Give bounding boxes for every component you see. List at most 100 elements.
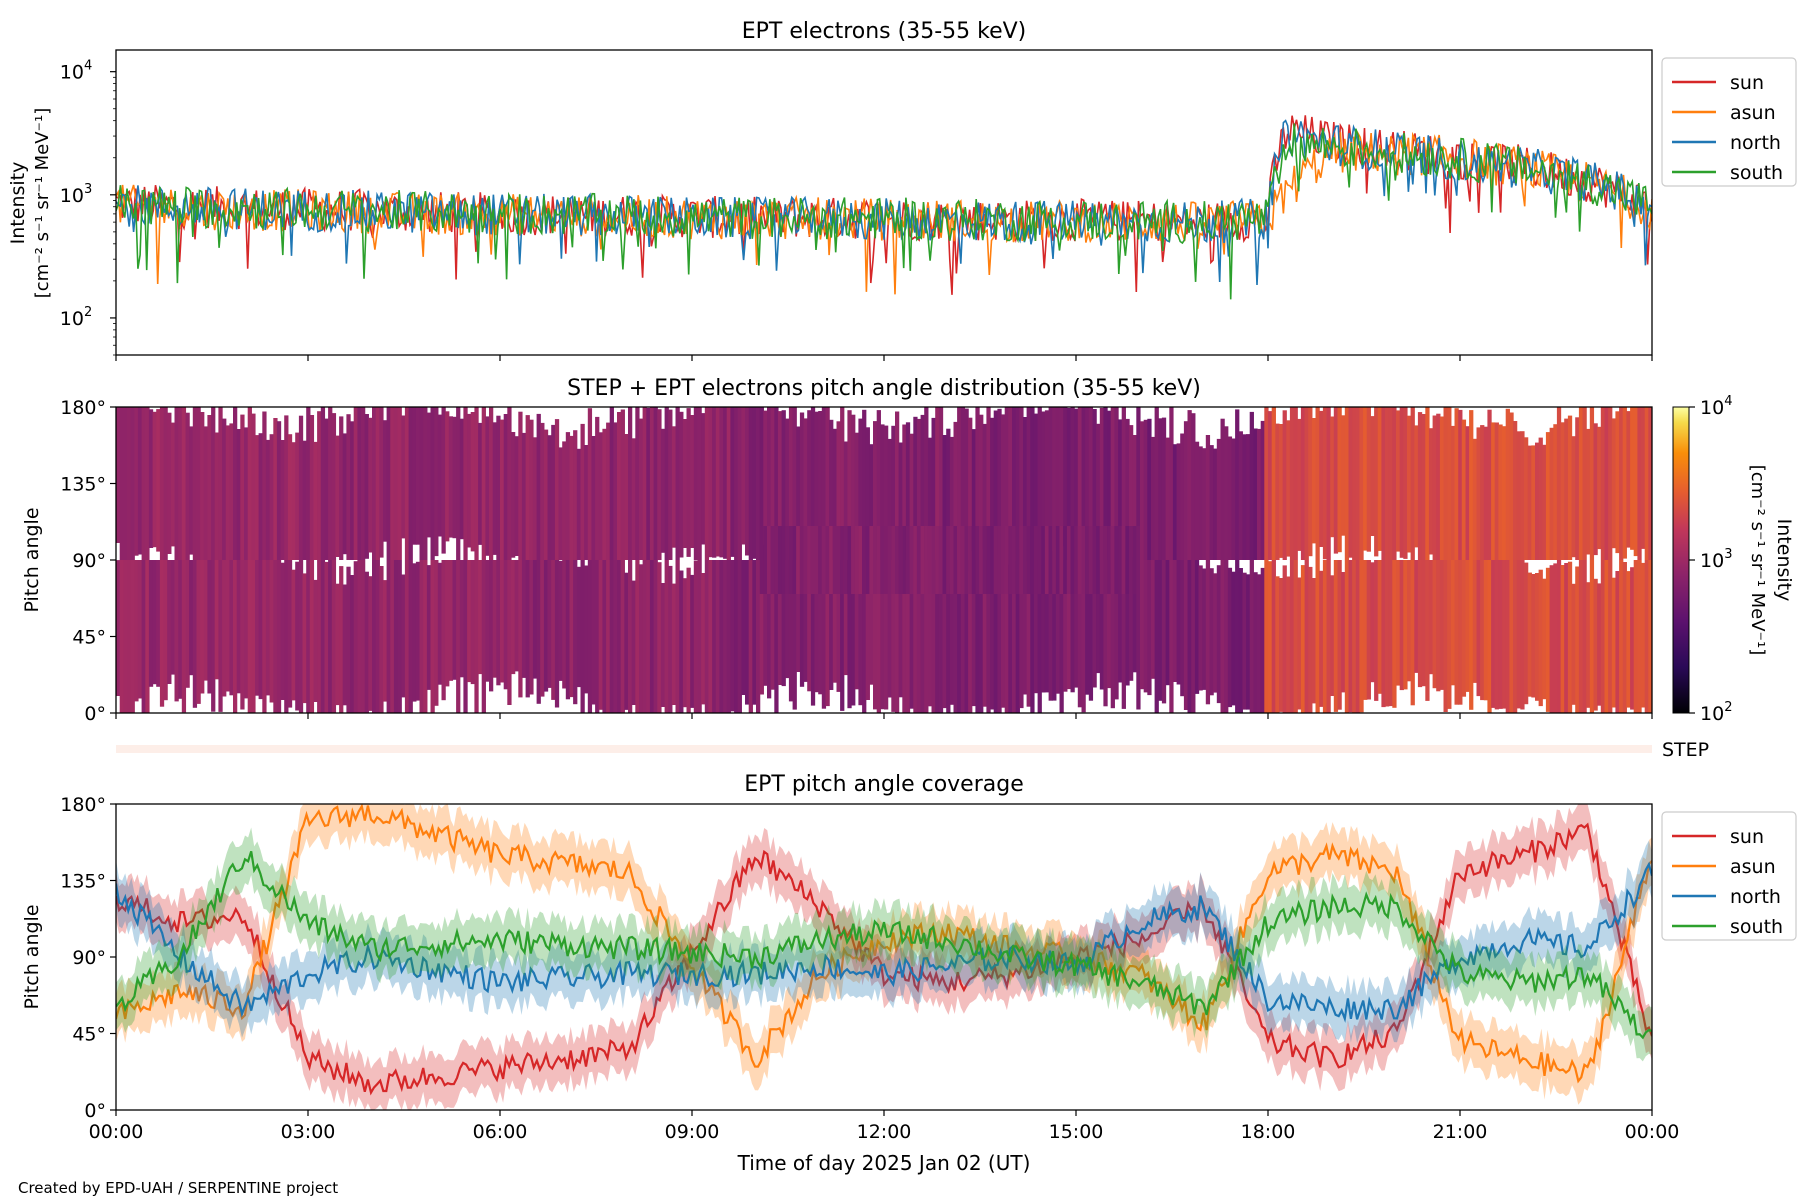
pad-cell — [1282, 410, 1287, 560]
pad-cell — [960, 560, 966, 713]
pad-cell — [1436, 413, 1441, 560]
pad-cell — [383, 580, 388, 702]
pad-cell — [1633, 560, 1638, 713]
pad-cell — [997, 408, 1002, 556]
pad-cell — [222, 560, 227, 697]
pad-cell — [1074, 560, 1079, 688]
pad-cell — [975, 407, 980, 560]
pad-cell — [137, 560, 143, 699]
pad-cell — [1158, 418, 1163, 560]
pad-cell — [829, 560, 834, 690]
pad-cell — [269, 434, 274, 560]
pad-cell — [960, 526, 966, 594]
pad-cell — [390, 407, 395, 560]
pad-cell — [1304, 407, 1309, 560]
pad-cell — [514, 436, 519, 556]
panel3-plot-area — [116, 804, 1652, 1110]
pad-cell — [426, 565, 432, 690]
pad-cell — [1648, 560, 1652, 713]
pad-cell — [1169, 560, 1174, 713]
pad-cell — [1319, 410, 1324, 547]
pad-cell — [1593, 578, 1598, 711]
pad-cell — [1198, 565, 1203, 691]
pad-cell — [1161, 560, 1167, 704]
legend-frame — [1661, 57, 1797, 187]
x-tick-label: 00:00 — [89, 1121, 144, 1143]
pad-cell — [825, 407, 830, 560]
pad-cell — [1571, 583, 1576, 705]
pad-cell — [946, 573, 951, 713]
pad-cell — [1107, 560, 1112, 689]
pad-cell — [1059, 407, 1064, 560]
pad-cell — [646, 407, 651, 560]
pad-cell — [1055, 526, 1061, 594]
pad-cell — [137, 407, 143, 555]
pad-cell — [317, 560, 322, 713]
pad-cell — [1264, 560, 1269, 713]
pad-cell — [1586, 582, 1591, 708]
pad-cell — [927, 573, 933, 707]
pad-cell — [192, 407, 198, 560]
pad-cell — [1619, 560, 1624, 713]
pad-cell — [320, 560, 326, 713]
series-sun-pitch-angle — [116, 822, 1652, 1096]
pad-cell — [708, 407, 713, 558]
pad-cell — [920, 560, 925, 713]
pad-cell — [1052, 526, 1057, 594]
pad-cell — [1147, 560, 1152, 696]
pad-cell — [920, 526, 925, 594]
pad-cell — [1337, 407, 1342, 553]
pad-cell — [829, 526, 834, 594]
pad-cell — [763, 526, 768, 594]
pad-cell — [415, 561, 421, 701]
pad-cell — [518, 411, 523, 560]
pad-cell — [1096, 526, 1101, 594]
pad-cell — [342, 584, 347, 706]
pad-cell — [938, 407, 944, 560]
pad-cell — [884, 526, 889, 594]
pad-cell — [938, 526, 944, 594]
pad-cell — [1538, 569, 1543, 707]
pad-cell — [174, 560, 179, 702]
pad-cell — [905, 526, 911, 594]
pad-cell — [364, 414, 369, 559]
pad-cell — [810, 560, 816, 706]
panel2-title: STEP + EPT electrons pitch angle distrib… — [567, 376, 1201, 401]
pad-cell — [547, 435, 552, 560]
pad-cell — [609, 407, 614, 560]
pad-cell — [127, 407, 132, 560]
pad-cell — [324, 418, 329, 560]
pad-cell — [1359, 407, 1364, 560]
pad-cell — [1282, 565, 1287, 713]
pad-cell — [814, 526, 819, 594]
pad-cell — [1564, 563, 1569, 713]
pad-cell — [931, 417, 936, 560]
pad-cell — [1513, 560, 1518, 713]
pad-cell — [686, 567, 691, 713]
pad-cell — [415, 407, 421, 545]
pad-cell — [1556, 407, 1562, 560]
panel-pitch-angle-distribution: STEP + EPT electrons pitch angle distrib… — [21, 376, 1795, 761]
pad-cell — [192, 560, 198, 708]
pad-cell — [1304, 560, 1309, 713]
pad-cell — [1337, 560, 1342, 710]
y-tick-label: 104 — [60, 59, 92, 84]
pad-cell — [756, 407, 761, 560]
pad-cell — [935, 526, 940, 594]
pad-cell — [946, 526, 951, 594]
pad-cell — [167, 560, 172, 684]
pad-cell — [1476, 560, 1481, 697]
pad-cell — [211, 560, 216, 712]
pad-cell — [573, 430, 578, 560]
pad-cell — [660, 428, 666, 553]
pad-cell — [1066, 560, 1072, 690]
y-tick-label: 45° — [72, 1024, 106, 1046]
pad-cell — [818, 526, 823, 594]
pad-cell — [1125, 526, 1130, 594]
panel1-frame — [115, 49, 1653, 356]
pad-cell — [1019, 564, 1024, 709]
pad-cell — [302, 573, 307, 704]
pad-cell — [1092, 526, 1097, 594]
pad-cell — [1205, 435, 1211, 560]
pad-cell — [1516, 560, 1521, 709]
